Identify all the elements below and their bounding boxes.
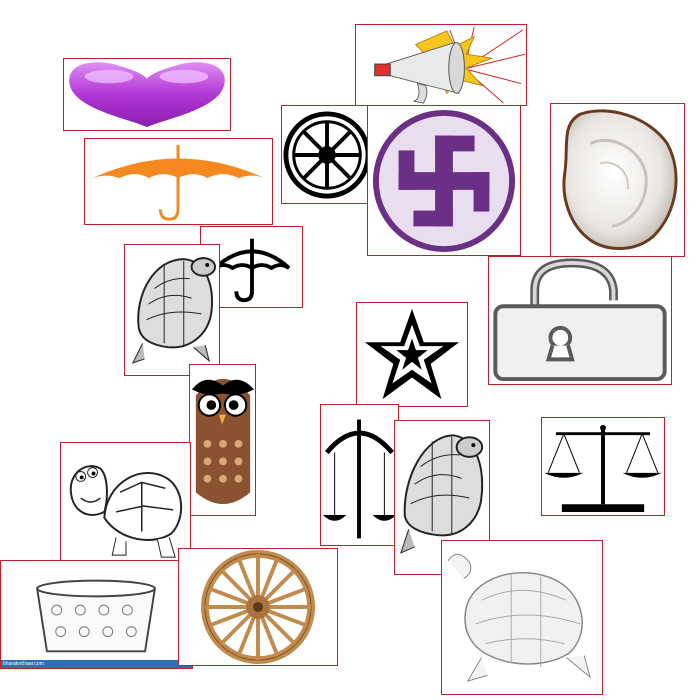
watermark-left: bharatvichaar.com xyxy=(3,661,44,667)
megaphone-card[interactable] xyxy=(355,24,527,106)
megaphone-icon xyxy=(374,26,526,104)
open-padlock-icon xyxy=(493,258,667,382)
star-icon xyxy=(364,308,460,400)
zentangle-turtle-card[interactable] xyxy=(124,244,220,376)
dharma-wheel-icon xyxy=(283,111,371,199)
balance-scale-icon xyxy=(544,424,662,513)
conch-shell-icon xyxy=(562,109,678,250)
watermark-bar: bharatvichaar.com xyxy=(1,660,192,668)
owl-icon xyxy=(191,378,255,505)
heart-icon xyxy=(69,62,225,128)
heart-card[interactable] xyxy=(63,58,231,131)
wagon-wheel-card[interactable] xyxy=(178,548,338,666)
bow-and-balance-icon xyxy=(322,419,397,539)
umbrella-icon xyxy=(213,238,291,303)
dharma-wheel-card[interactable] xyxy=(281,105,374,204)
sketch-turtle-card[interactable] xyxy=(441,540,603,695)
owl-card[interactable] xyxy=(189,364,256,516)
turtle-icon xyxy=(69,465,183,558)
turtle-icon xyxy=(131,257,217,364)
pot-icon xyxy=(35,579,157,653)
cartoon-turtle-card[interactable] xyxy=(60,442,191,566)
turtle-icon xyxy=(400,434,484,554)
umbrella-icon xyxy=(88,144,269,221)
balance-scale-card[interactable] xyxy=(541,417,665,516)
turtle-icon xyxy=(447,553,591,683)
orange-umbrella-card[interactable] xyxy=(84,138,273,225)
pot-card[interactable]: bharatvichaar.com xyxy=(0,560,193,669)
swastika-icon xyxy=(372,109,516,253)
swastika-card[interactable] xyxy=(367,105,521,256)
bow-scales-card[interactable] xyxy=(320,404,399,546)
padlock-card[interactable] xyxy=(488,256,672,385)
conch-card[interactable] xyxy=(550,103,685,257)
wagon-wheel-icon xyxy=(200,549,316,665)
star-card[interactable] xyxy=(356,302,468,407)
